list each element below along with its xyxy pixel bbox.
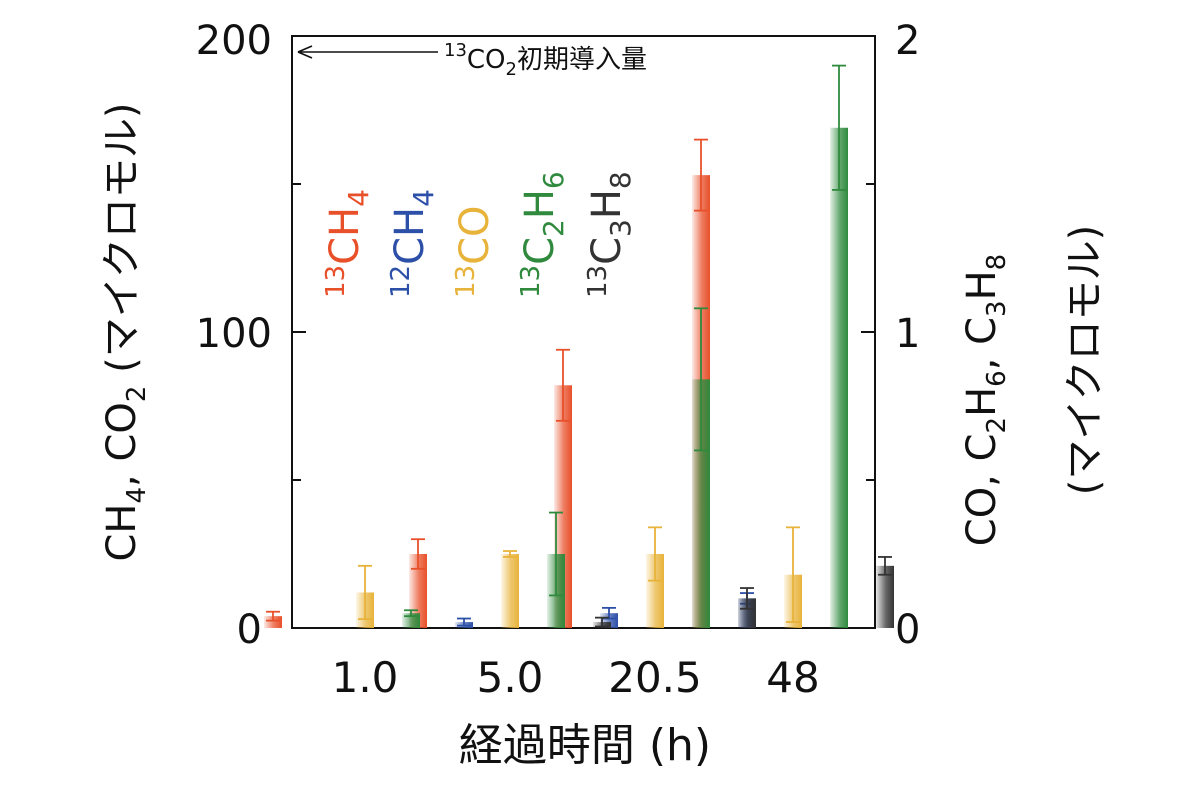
right-axis-title-line1: CO, C2H6, C3H8 xyxy=(959,254,1012,546)
annotation-rest: 初期導入量 xyxy=(517,45,647,75)
right-tick-label: 0 xyxy=(895,607,920,653)
left-axis-title-part: CH xyxy=(99,504,145,562)
left-tick-label: 0 xyxy=(237,607,262,653)
legend-main: C xyxy=(517,237,563,265)
annotation-text: 13CO2初期導入量 xyxy=(444,40,647,80)
left-tick-label: 200 xyxy=(196,18,272,64)
legend-main: CH xyxy=(322,207,368,265)
x-tick-label: 48 xyxy=(766,653,819,702)
legend-item-13C3H8: 13C3H8 xyxy=(583,171,637,298)
right-axis-title-sub: 3 xyxy=(982,300,1012,317)
bar-13CH4-1.0 xyxy=(264,616,282,628)
left-tick-label: 100 xyxy=(196,311,272,357)
legend-item-13C2H6: 13C2H6 xyxy=(516,171,570,298)
annotation-arrow-head xyxy=(297,45,313,59)
legend-main: H xyxy=(584,189,630,219)
right-tick-label: 2 xyxy=(895,18,920,64)
legend-item-13CO: 13CO xyxy=(451,205,498,298)
right-axis-title-sub: 6 xyxy=(982,370,1012,387)
legend-main: CO xyxy=(452,205,498,264)
annotation-sub: 2 xyxy=(506,59,517,80)
legend-sup: 13 xyxy=(516,265,546,298)
right-axis-title-sub: 2 xyxy=(982,417,1012,434)
bar-13C2H6-20.5 xyxy=(692,379,710,628)
right-axis-title-part: , C xyxy=(959,317,1005,370)
legend-main: C xyxy=(584,237,630,265)
legend-sub: 3 xyxy=(604,219,637,237)
bar-13C3H8-20.5 xyxy=(738,598,756,628)
x-tick-label: 1.0 xyxy=(332,653,399,702)
legend-item-13CH4: 13CH4 xyxy=(321,189,375,298)
right-tick-label: 1 xyxy=(895,311,920,357)
x-tick-label: 20.5 xyxy=(608,653,702,702)
legend-main: H xyxy=(517,189,563,219)
bar-13C3H8-48 xyxy=(876,565,894,628)
right-axis-title-line2: (マイクロモル) xyxy=(1062,225,1108,495)
legend-sub: 6 xyxy=(537,171,570,189)
legend-sub: 2 xyxy=(537,219,570,237)
legend-sup: 12 xyxy=(386,265,416,298)
annotation-sup: 13 xyxy=(444,40,467,61)
legend-main: CH xyxy=(387,207,433,265)
left-axis-title-sub: 4 xyxy=(122,487,152,504)
right-axis-title-part: CO, C xyxy=(959,433,1005,546)
legend-sub: 4 xyxy=(407,189,440,207)
left-axis-title-sub: 2 xyxy=(122,386,152,403)
left-axis-title-part: (マイクロモル) xyxy=(99,102,145,385)
bar-13CO-20.5 xyxy=(646,554,664,628)
plot-frame xyxy=(291,35,876,629)
bar-13C2H6-48 xyxy=(830,127,848,628)
initial-co2-annotation: 13CO2初期導入量 xyxy=(297,40,647,80)
right-axis-title-part: H xyxy=(959,270,1005,300)
right-axis-title-sub: 8 xyxy=(982,254,1012,271)
x-tick-label: 5.0 xyxy=(477,653,544,702)
right-axis-title-part: H xyxy=(959,387,1005,417)
x-axis-title: 経過時間 (h) xyxy=(459,720,711,771)
legend-sup: 13 xyxy=(583,265,613,298)
bar-13CO-5.0 xyxy=(501,554,519,628)
legend-sup: 13 xyxy=(451,265,481,298)
left-axis-title-part: , CO xyxy=(99,402,145,487)
bars-layer xyxy=(264,64,894,628)
annotation-base: CO xyxy=(467,45,506,75)
legend-sup: 13 xyxy=(321,265,351,298)
legend-sub: 4 xyxy=(342,189,375,207)
legend-item-12CH4: 12CH4 xyxy=(386,189,440,298)
left-axis-title: CH4, CO2 (マイクロモル) xyxy=(99,102,152,561)
legend-sub: 8 xyxy=(604,171,637,189)
